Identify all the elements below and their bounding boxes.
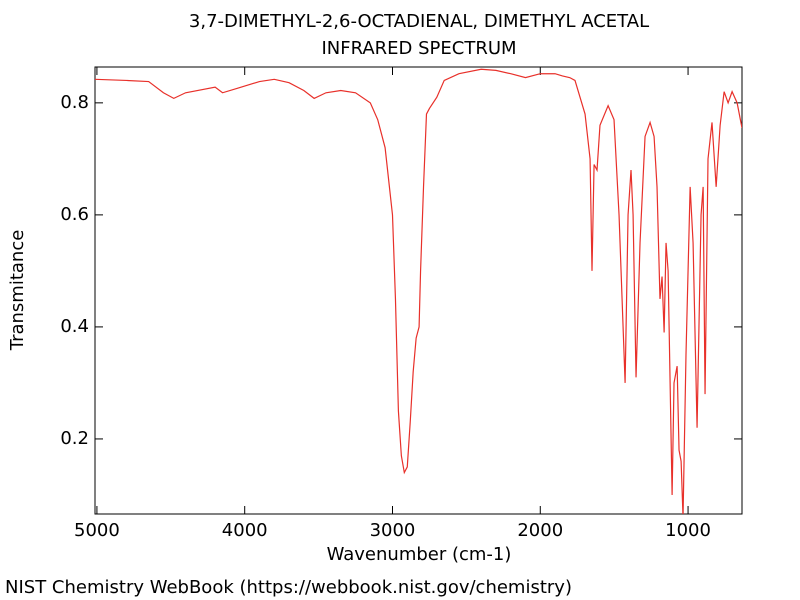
y-tick-label: 0.8: [60, 92, 89, 113]
chart-title: 3,7-DIMETHYL-2,6-OCTADIENAL, DIMETHYL AC…: [189, 11, 649, 32]
y-tick-label: 0.2: [60, 428, 89, 449]
spectrum-line: [95, 68, 742, 514]
footer: NIST Chemistry WebBook (https://webbook.…: [5, 577, 572, 598]
y-axis-label: Transmitance: [7, 230, 28, 352]
x-tick-label: 4000: [222, 520, 268, 541]
x-axis-label: Wavenumber (cm-1): [327, 544, 512, 565]
x-tick-label: 1000: [665, 520, 711, 541]
plot-frame: [94, 66, 743, 515]
x-tick-label: 3000: [370, 520, 416, 541]
y-tick-label: 0.4: [60, 316, 89, 337]
x-tick-label: 5000: [74, 520, 120, 541]
chart-subtitle: INFRARED SPECTRUM: [321, 38, 516, 59]
y-tick-label: 0.6: [60, 204, 89, 225]
x-tick-label: 2000: [517, 520, 563, 541]
